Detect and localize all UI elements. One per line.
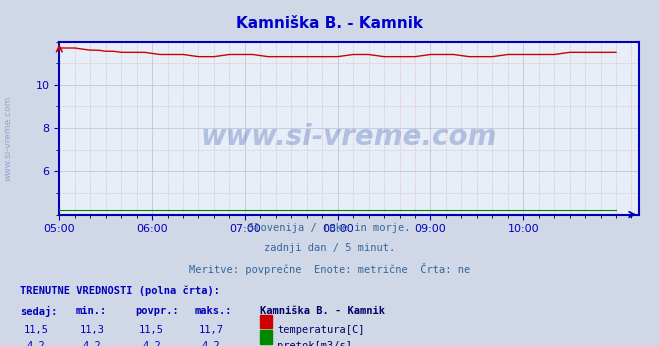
- Text: min.:: min.:: [76, 306, 107, 316]
- Text: zadnji dan / 5 minut.: zadnji dan / 5 minut.: [264, 243, 395, 253]
- Text: pretok[m3/s]: pretok[m3/s]: [277, 341, 353, 346]
- Text: maks.:: maks.:: [194, 306, 232, 316]
- Text: Kamniška B. - Kamnik: Kamniška B. - Kamnik: [260, 306, 386, 316]
- Text: povpr.:: povpr.:: [135, 306, 179, 316]
- Text: 4,2: 4,2: [142, 341, 161, 346]
- Text: Slovenija / reke in morje.: Slovenija / reke in morje.: [248, 223, 411, 233]
- Text: 11,5: 11,5: [24, 325, 49, 335]
- Text: 4,2: 4,2: [27, 341, 45, 346]
- Text: Meritve: povprečne  Enote: metrične  Črta: ne: Meritve: povprečne Enote: metrične Črta:…: [189, 263, 470, 275]
- Text: 4,2: 4,2: [202, 341, 220, 346]
- Text: www.si-vreme.com: www.si-vreme.com: [3, 96, 13, 181]
- Text: TRENUTNE VREDNOSTI (polna črta):: TRENUTNE VREDNOSTI (polna črta):: [20, 285, 219, 296]
- Text: 11,3: 11,3: [80, 325, 105, 335]
- Text: 4,2: 4,2: [83, 341, 101, 346]
- Text: 11,7: 11,7: [198, 325, 223, 335]
- Text: sedaj:: sedaj:: [20, 306, 57, 317]
- Text: temperatura[C]: temperatura[C]: [277, 325, 365, 335]
- Text: Kamniška B. - Kamnik: Kamniška B. - Kamnik: [236, 16, 423, 30]
- Text: 11,5: 11,5: [139, 325, 164, 335]
- Text: www.si-vreme.com: www.si-vreme.com: [201, 123, 498, 151]
